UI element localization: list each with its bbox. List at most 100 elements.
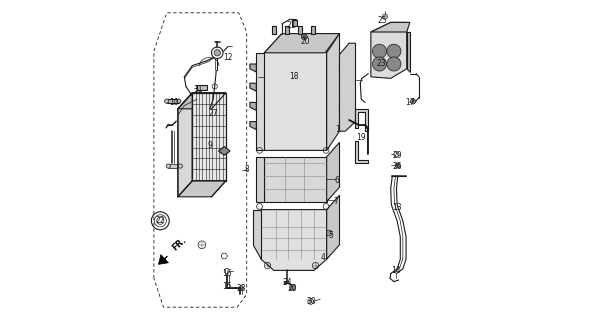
Text: 4: 4 [320,253,325,262]
Text: 6: 6 [335,176,339,185]
Polygon shape [250,83,256,91]
Bar [280,80,289,98]
Text: 22: 22 [156,216,165,225]
Text: 29: 29 [392,151,402,160]
Bar [301,80,311,98]
Polygon shape [256,53,264,150]
Polygon shape [327,142,339,202]
Polygon shape [178,93,226,109]
Text: 16: 16 [222,269,232,278]
Bar [311,100,321,118]
Bar [311,60,321,78]
Polygon shape [355,109,368,131]
Polygon shape [264,34,327,150]
Circle shape [411,99,416,104]
Text: 28: 28 [237,284,246,293]
Bar [301,120,311,138]
Text: 15: 15 [222,282,232,291]
Text: 1: 1 [336,125,340,134]
Text: 24: 24 [282,278,292,287]
Polygon shape [192,93,226,181]
Polygon shape [272,26,276,34]
Bar [280,100,289,118]
Bar [301,60,311,78]
Circle shape [166,164,170,168]
Bar [292,20,296,26]
Polygon shape [407,32,410,72]
Bar [290,60,300,78]
Circle shape [387,44,401,58]
Text: FR.: FR. [170,236,188,253]
Polygon shape [339,83,345,91]
Polygon shape [178,93,192,197]
Text: 30: 30 [307,297,317,306]
Circle shape [387,57,401,71]
Text: 10: 10 [169,98,178,107]
FancyArrowPatch shape [159,255,169,264]
Text: 11: 11 [193,85,203,94]
Bar [311,120,321,138]
Text: 23: 23 [376,60,386,68]
Polygon shape [218,147,230,155]
Text: 21: 21 [287,21,296,30]
Polygon shape [371,22,407,78]
Bar [269,100,279,118]
Bar [290,120,300,138]
Polygon shape [339,122,345,130]
Polygon shape [178,181,226,197]
Polygon shape [298,26,302,34]
Circle shape [373,44,387,58]
Bar [197,85,207,90]
Circle shape [165,99,169,103]
Polygon shape [253,210,261,259]
Polygon shape [250,122,256,130]
Polygon shape [327,195,339,259]
Bar [301,100,311,118]
Text: 9: 9 [207,141,212,150]
Text: 5: 5 [328,231,333,240]
Text: 26: 26 [393,162,403,171]
Text: 7: 7 [333,197,338,206]
Polygon shape [261,210,327,270]
Polygon shape [371,22,410,32]
Polygon shape [327,34,339,150]
Polygon shape [250,102,256,110]
Circle shape [178,164,183,168]
Text: 12: 12 [223,53,232,62]
Polygon shape [339,43,355,131]
Polygon shape [256,157,264,202]
Text: 18: 18 [289,72,299,81]
Circle shape [214,50,220,56]
Polygon shape [311,26,314,34]
Polygon shape [285,26,289,34]
Text: 19: 19 [357,133,366,142]
Circle shape [301,34,307,40]
Polygon shape [264,34,339,53]
Circle shape [303,36,306,38]
Bar [167,99,179,103]
Circle shape [177,99,181,103]
Bar [311,80,321,98]
Circle shape [290,284,295,290]
Bar [269,120,279,138]
Bar [280,60,289,78]
Bar [269,60,279,78]
Text: 25: 25 [378,16,387,25]
Bar [169,164,180,168]
Text: 13: 13 [392,204,402,212]
Text: 20: 20 [287,284,297,293]
Polygon shape [355,141,368,163]
Text: 20: 20 [301,37,310,46]
Text: 14: 14 [392,266,401,275]
Bar [290,80,300,98]
Text: 17: 17 [405,98,415,107]
Circle shape [395,163,400,168]
Text: 8: 8 [244,165,249,174]
Polygon shape [264,157,327,202]
Polygon shape [339,64,345,72]
Polygon shape [339,102,345,110]
Bar [290,100,300,118]
Text: 27: 27 [209,109,218,118]
Polygon shape [250,64,256,72]
Bar [269,80,279,98]
